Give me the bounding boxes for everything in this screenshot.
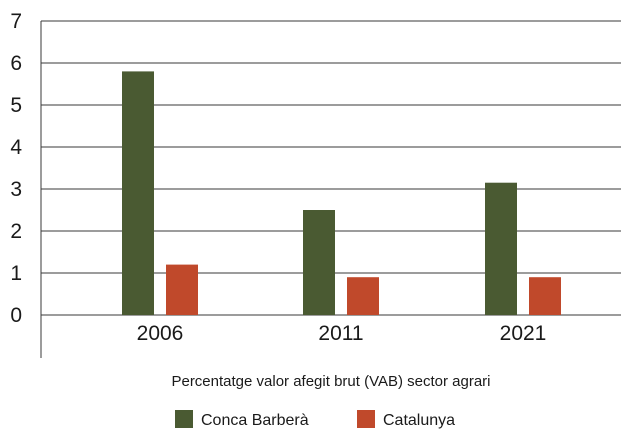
bar-catalunya-2011 <box>347 277 379 315</box>
bar-conca-barbera-2021 <box>485 182 517 315</box>
bar-conca-barbera-2006 <box>122 71 154 316</box>
y-axis-ticks: 0 1 2 3 4 5 6 7 <box>10 10 22 327</box>
y-tick-label: 6 <box>10 52 22 75</box>
legend-swatch <box>357 410 375 428</box>
legend-label: Catalunya <box>383 412 455 429</box>
y-tick-label: 2 <box>10 220 22 243</box>
bar-catalunya-2021 <box>529 277 561 315</box>
x-tick-label: 2011 <box>318 322 363 345</box>
x-axis-title: Percentatge valor afegit brut (VAB) sect… <box>171 373 490 390</box>
bars <box>122 71 561 316</box>
y-tick-label: 3 <box>10 178 22 201</box>
legend-label: Conca Barberà <box>201 412 309 429</box>
x-tick-label: 2006 <box>137 322 184 345</box>
y-tick-label: 0 <box>10 304 22 327</box>
bar-catalunya-2006 <box>166 264 198 315</box>
x-tick-label: 2021 <box>500 322 547 345</box>
x-axis-ticks: 2006 2011 2021 <box>137 322 547 345</box>
y-tick-label: 7 <box>10 10 22 33</box>
legend: Conca Barberà Catalunya <box>175 410 455 429</box>
y-tick-label: 1 <box>10 262 22 285</box>
bar-conca-barbera-2011 <box>303 210 335 315</box>
legend-swatch <box>175 410 193 428</box>
y-tick-label: 4 <box>10 136 22 159</box>
y-tick-label: 5 <box>10 94 22 117</box>
